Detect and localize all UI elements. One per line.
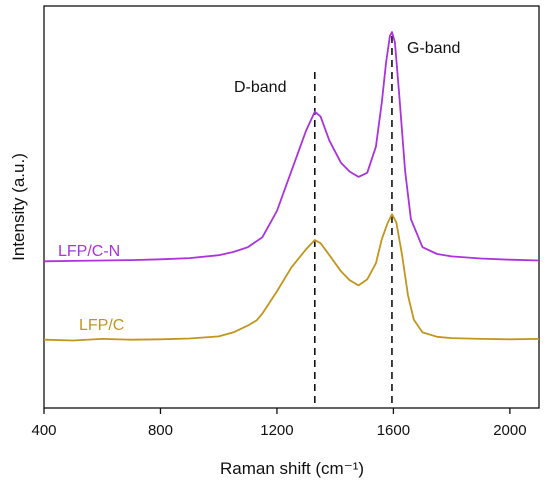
- g-band-label: G-band: [407, 40, 460, 57]
- x-tick-label-400: 400: [31, 422, 56, 439]
- x-tick-label-1600: 1600: [377, 422, 410, 439]
- series-label-lfp-c-n: LFP/C-N: [58, 243, 120, 260]
- series-line-lfp-c-n: [43, 31, 540, 263]
- plot-frame: [43, 5, 540, 409]
- x-axis-title: Raman shift (cm⁻¹): [220, 459, 364, 478]
- series-label-lfp-c: LFP/C: [79, 317, 124, 334]
- x-tick-label-2000: 2000: [493, 422, 526, 439]
- series-line-lfp-c: [43, 213, 540, 342]
- plot-area: 400 800 1200 1600 2000: [31, 5, 540, 439]
- x-tick-label-1200: 1200: [260, 422, 293, 439]
- x-tick-label-800: 800: [148, 422, 173, 439]
- y-axis-title: Intensity (a.u.): [9, 153, 28, 261]
- d-band-label: D-band: [234, 79, 286, 96]
